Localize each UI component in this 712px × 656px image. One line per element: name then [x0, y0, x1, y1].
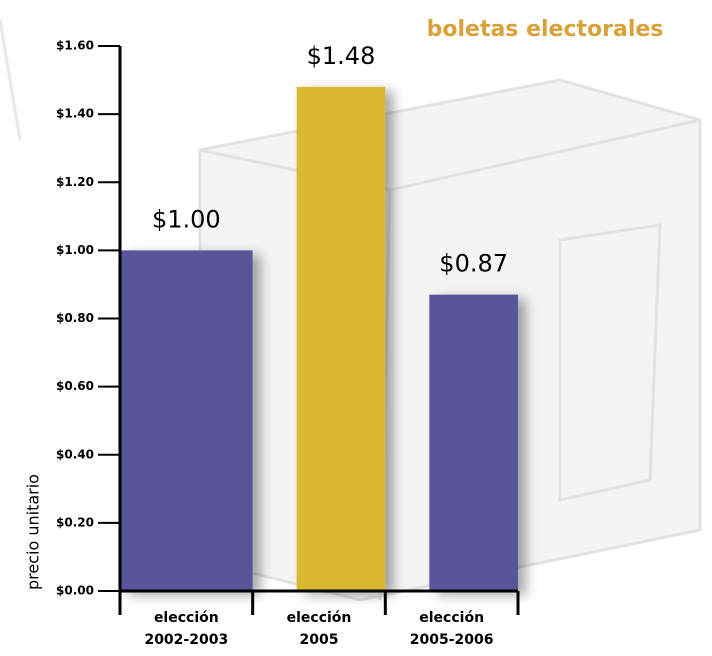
- bar: [296, 86, 386, 591]
- chart-title: boletas electorales: [427, 17, 664, 42]
- y-tick-label: $0.40: [56, 447, 94, 461]
- y-tick-label: $1.60: [56, 39, 94, 53]
- y-tick-label: $1.00: [56, 243, 94, 257]
- x-tick-label: elección: [154, 610, 219, 626]
- x-tick-label: 2005-2006: [410, 632, 494, 648]
- x-tick-label: elección: [287, 610, 352, 626]
- y-tick-label: $1.40: [56, 107, 94, 121]
- x-tick-label: 2005: [300, 632, 339, 648]
- value-label: $1.48: [307, 42, 376, 70]
- value-label: $0.87: [439, 250, 508, 278]
- value-label: $1.00: [152, 205, 221, 233]
- x-tick-label: 2002-2003: [144, 632, 228, 648]
- y-axis-label: precio unitario: [24, 474, 43, 590]
- y-tick-label: $0.20: [56, 515, 94, 529]
- bar: [429, 294, 518, 591]
- y-tick-label: $0.80: [56, 311, 94, 325]
- y-tick-label: $1.20: [56, 175, 94, 189]
- x-tick-label: elección: [419, 610, 484, 626]
- bar: [120, 250, 253, 591]
- y-tick-label: $0.00: [56, 584, 94, 598]
- y-tick-label: $0.60: [56, 379, 94, 393]
